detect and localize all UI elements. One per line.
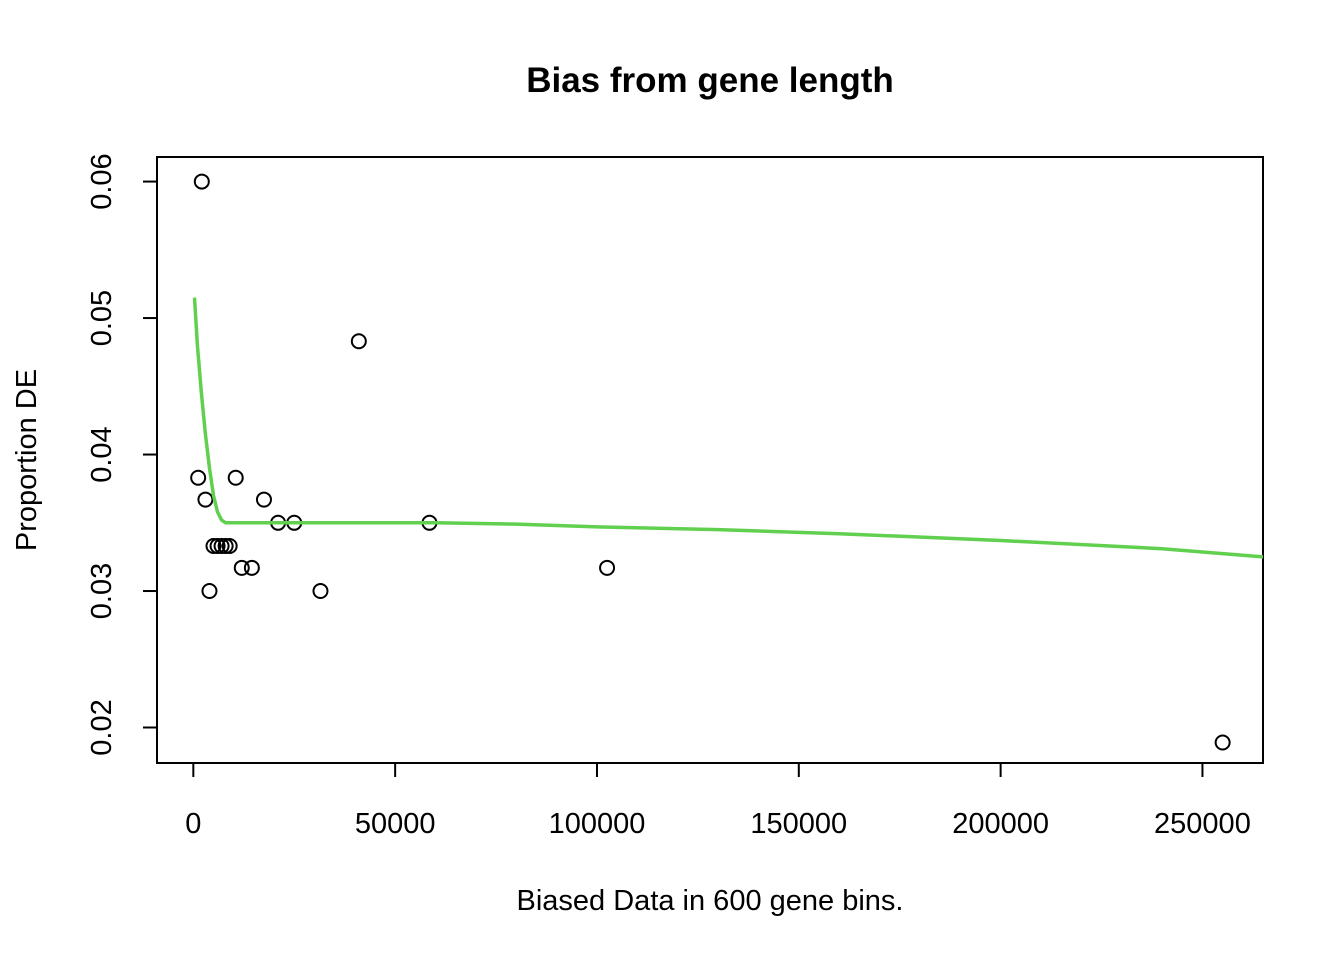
x-tick-label: 50000 bbox=[355, 808, 436, 840]
data-point bbox=[213, 537, 230, 554]
x-tick-label: 250000 bbox=[1154, 808, 1251, 840]
y-axis: 0.02 0.03 0.04 0.05 0.06 bbox=[86, 153, 158, 756]
y-axis-label: Proportion DE bbox=[11, 369, 43, 551]
plot-frame bbox=[156, 156, 1264, 764]
data-point bbox=[599, 559, 616, 576]
data-point bbox=[243, 559, 260, 576]
data-point bbox=[221, 537, 238, 554]
data-point bbox=[255, 491, 272, 508]
data-point bbox=[190, 469, 207, 486]
data-point bbox=[350, 333, 367, 350]
y-tick-label: 0.05 bbox=[86, 290, 118, 346]
data-point bbox=[197, 491, 214, 508]
y-tick-label: 0.02 bbox=[86, 699, 118, 755]
x-axis-label: Biased Data in 600 gene bins. bbox=[517, 885, 904, 917]
data-point bbox=[201, 583, 218, 600]
data-point bbox=[209, 537, 226, 554]
x-tick-label: 0 bbox=[185, 808, 201, 840]
data-point bbox=[217, 537, 234, 554]
chart-title: Bias from gene length bbox=[526, 61, 894, 100]
x-tick-label: 150000 bbox=[750, 808, 847, 840]
data-point bbox=[233, 559, 250, 576]
plot-area bbox=[190, 173, 1263, 751]
x-tick-label: 200000 bbox=[952, 808, 1049, 840]
x-tick-label: 100000 bbox=[549, 808, 646, 840]
data-point bbox=[1214, 734, 1231, 751]
y-tick-label: 0.03 bbox=[86, 563, 118, 619]
data-point bbox=[193, 173, 210, 190]
x-axis: 0 50000 100000 150000 200000 250000 bbox=[185, 762, 1251, 840]
data-point bbox=[205, 537, 222, 554]
y-tick-label: 0.06 bbox=[86, 153, 118, 209]
data-point bbox=[312, 583, 329, 600]
y-tick-label: 0.04 bbox=[86, 426, 118, 482]
data-point bbox=[227, 469, 244, 486]
fit-line bbox=[192, 297, 1263, 559]
